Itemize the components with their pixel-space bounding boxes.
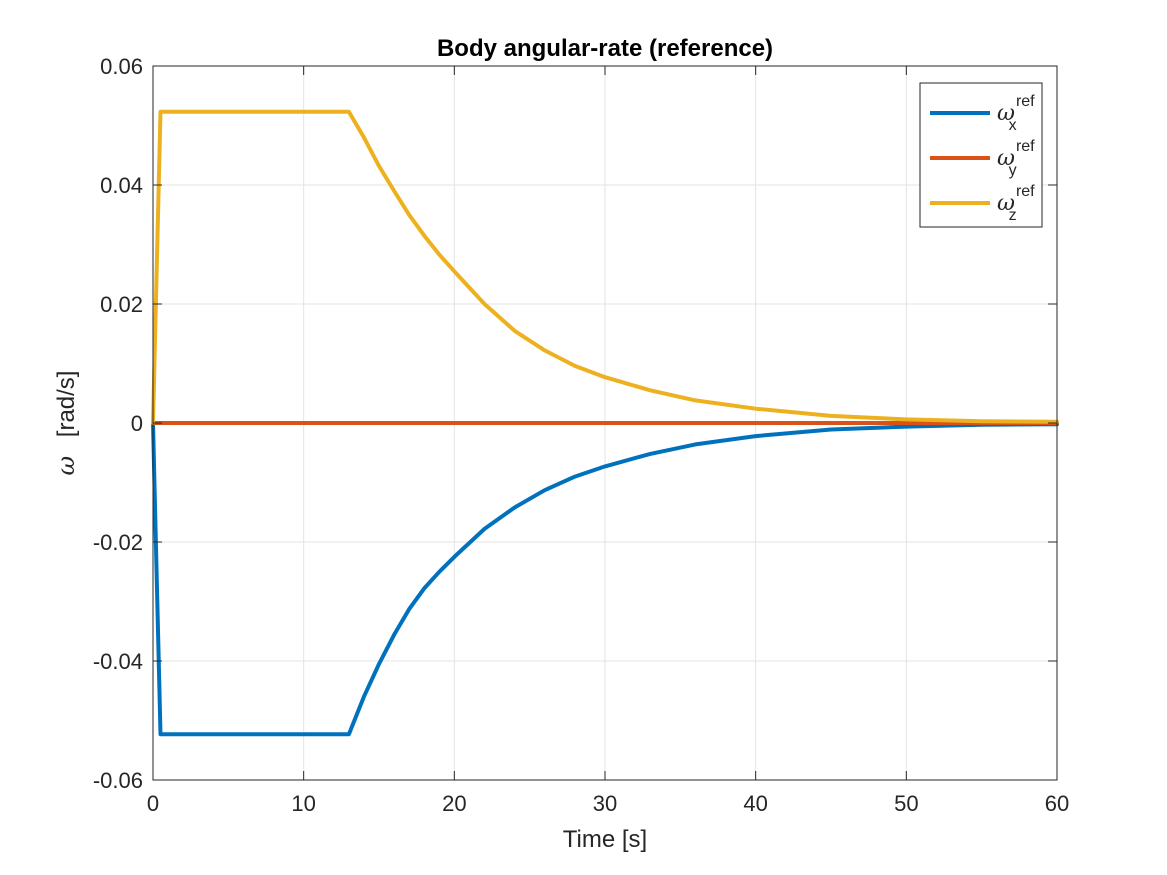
legend-label-y: ωref y xyxy=(997,138,1035,179)
y-tick-label: 0.04 xyxy=(100,173,143,198)
series-group xyxy=(151,109,1059,737)
y-tick-labels: -0.06 -0.04 -0.02 0 0.02 0.04 0.06 xyxy=(93,54,143,793)
y-axis-unit: [rad/s] xyxy=(53,371,80,438)
y-axis-label-text: ω [rad/s] xyxy=(52,371,80,476)
x-tick-label: 0 xyxy=(147,791,159,816)
legend-entries: ωref x ωref y ωref z xyxy=(930,93,1035,224)
series-line-x xyxy=(151,421,1059,737)
y-tick-label: -0.04 xyxy=(93,649,143,674)
x-tick-label: 20 xyxy=(442,791,466,816)
x-tick-labels: 0 10 20 30 40 50 60 xyxy=(147,791,1069,816)
chart-title: Body angular-rate (reference) xyxy=(437,35,773,62)
y-tick-label: -0.06 xyxy=(93,768,143,793)
x-tick-label: 40 xyxy=(743,791,767,816)
x-tick-label: 50 xyxy=(894,791,918,816)
y-axis-symbol: ω xyxy=(52,456,80,476)
legend: ωref x ωref y ωref z xyxy=(919,82,1043,228)
y-tick-label: 0.02 xyxy=(100,292,143,317)
x-tick-label: 60 xyxy=(1045,791,1069,816)
x-tick-label: 30 xyxy=(593,791,617,816)
y-axis-label: ω [rad/s] xyxy=(52,371,80,476)
y-tick-label: -0.02 xyxy=(93,530,143,555)
y-tick-label: 0 xyxy=(131,411,143,436)
series-line-z xyxy=(151,109,1059,425)
ticks xyxy=(152,65,1058,781)
legend-label-z: ωref z xyxy=(997,183,1035,224)
x-axis-label: Time [s] xyxy=(563,826,647,853)
x-tick-label: 10 xyxy=(291,791,315,816)
y-tick-label: 0.06 xyxy=(100,54,143,79)
legend-label-x: ωref x xyxy=(997,93,1035,134)
